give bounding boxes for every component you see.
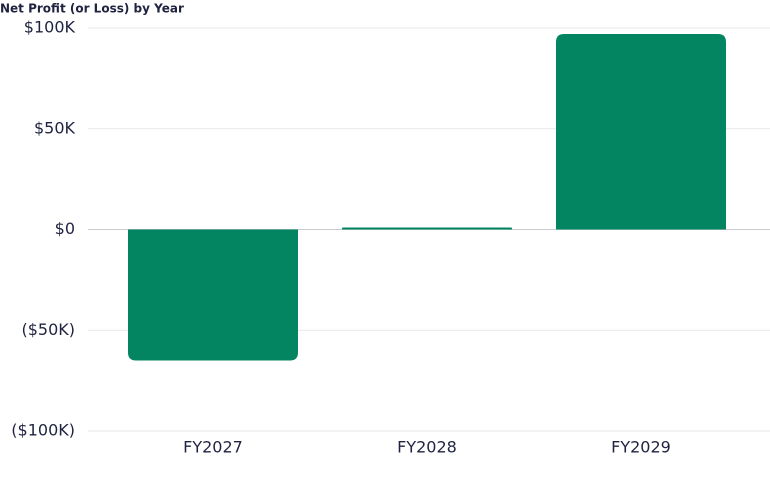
y-tick-label: $50K [34, 118, 76, 137]
bar [342, 227, 512, 230]
bar [556, 34, 726, 230]
y-tick-label: $0 [55, 219, 75, 238]
y-tick-label: ($50K) [21, 320, 75, 339]
bar [128, 229, 298, 361]
x-tick-label: FY2027 [183, 438, 243, 457]
x-tick-label: FY2028 [397, 438, 457, 457]
y-tick-label: $100K [24, 18, 76, 37]
x-tick-label: FY2029 [611, 438, 671, 457]
y-tick-label: ($100K) [11, 421, 75, 440]
chart-title: Net Profit (or Loss) by Year [0, 2, 184, 16]
